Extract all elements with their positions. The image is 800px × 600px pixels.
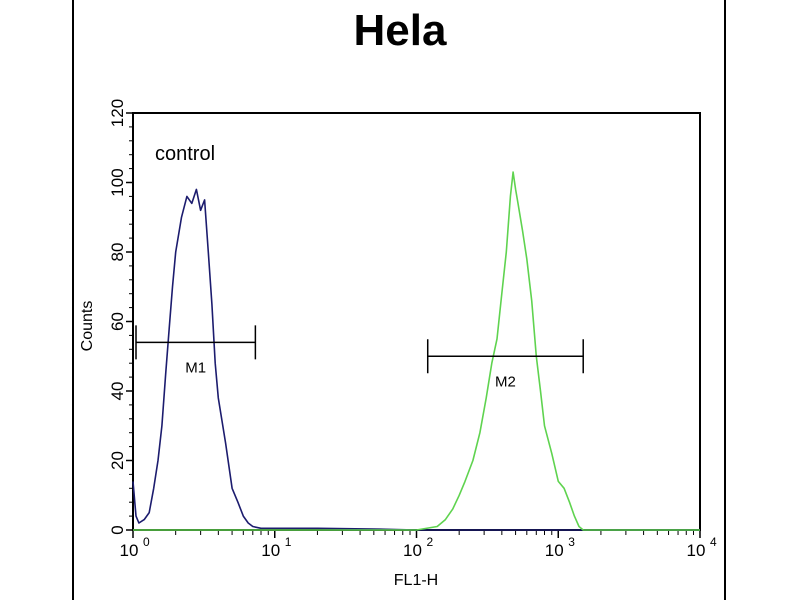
control-annotation: control — [155, 143, 215, 165]
series-line-2 — [133, 171, 700, 531]
plot-area-border — [132, 112, 701, 531]
marker-group: M1 M2 — [135, 325, 584, 390]
marker-label: M1 — [185, 359, 206, 376]
y-tick-label: 0 — [108, 525, 127, 534]
y-tick-label: 20 — [108, 451, 127, 470]
x-tick-label: 10 — [687, 541, 706, 560]
x-tick-label: 10 — [261, 541, 280, 560]
x-tick-exponent: 4 — [710, 535, 717, 549]
chart-frame — [72, 0, 726, 600]
y-tick-label: 60 — [108, 312, 127, 331]
x-tick-exponent: 1 — [285, 535, 292, 549]
x-tick-label: 10 — [403, 541, 422, 560]
x-tick-exponent: 2 — [427, 535, 434, 549]
x-tick-exponent: 3 — [568, 535, 575, 549]
x-axis-label: FL1-H — [394, 572, 438, 589]
y-tick-label: 40 — [108, 382, 127, 401]
y-tick-label: 80 — [108, 243, 127, 262]
marker-label: M2 — [495, 373, 516, 390]
y-tick-label: 100 — [108, 168, 127, 196]
y-axis-label: Counts — [79, 301, 96, 352]
x-tick-exponent: 0 — [143, 535, 150, 549]
series-line-1 — [132, 188, 700, 531]
x-tick-label: 10 — [120, 541, 139, 560]
series-group — [132, 171, 700, 531]
x-tick-label: 10 — [545, 541, 564, 560]
chart-title: Hela — [353, 6, 447, 55]
y-tick-label: 120 — [108, 99, 127, 127]
